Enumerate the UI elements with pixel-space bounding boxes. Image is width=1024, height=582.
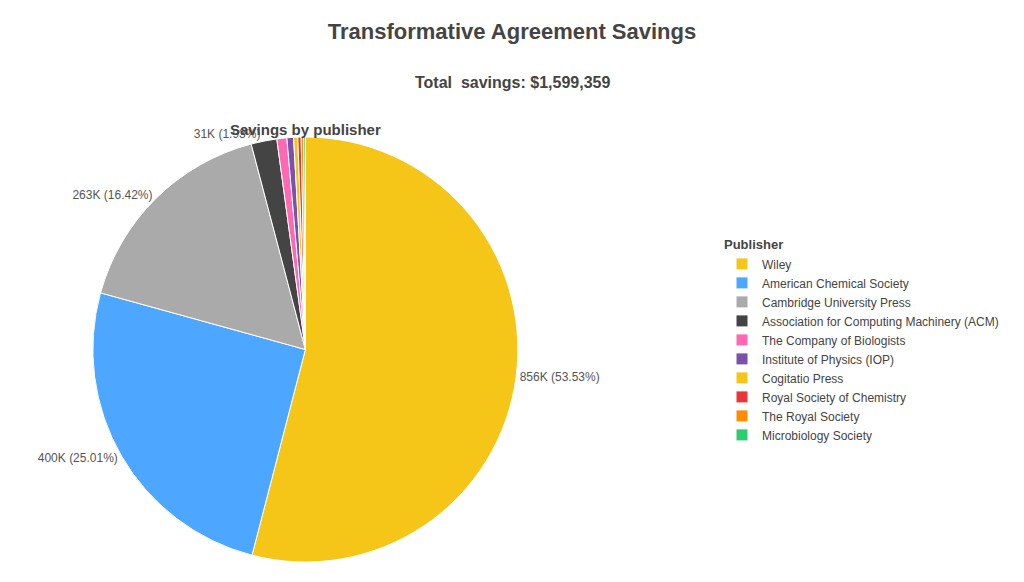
- svg-text:American Chemical Society: American Chemical Society: [762, 277, 909, 291]
- svg-text:400K (25.01%): 400K (25.01%): [38, 451, 118, 465]
- svg-text:Association for Computing Mach: Association for Computing Machinery (ACM…: [762, 315, 999, 329]
- svg-text:Cogitatio Press: Cogitatio Press: [762, 372, 843, 386]
- svg-text:The Company of Biologists: The Company of Biologists: [762, 334, 905, 348]
- svg-text:Microbiology Society: Microbiology Society: [762, 429, 872, 443]
- svg-text:Total savings: $1,599,359: Total savings: $1,599,359: [415, 74, 610, 91]
- svg-text:Transformative Agreement Savin: Transformative Agreement Savings: [328, 19, 696, 44]
- svg-text:Institute of Physics (IOP): Institute of Physics (IOP): [762, 353, 894, 367]
- svg-text:31K (1.93%): 31K (1.93%): [194, 127, 261, 141]
- svg-text:The Royal Society: The Royal Society: [762, 410, 859, 424]
- svg-text:263K (16.42%): 263K (16.42%): [72, 188, 152, 202]
- svg-text:856K (53.53%): 856K (53.53%): [520, 370, 600, 384]
- svg-text:Wiley: Wiley: [762, 258, 791, 272]
- svg-text:Publisher: Publisher: [724, 237, 783, 252]
- svg-text:Royal Society of Chemistry: Royal Society of Chemistry: [762, 391, 906, 405]
- svg-text:Cambridge University Press: Cambridge University Press: [762, 296, 911, 310]
- svg-text:Savings by publisher: Savings by publisher: [230, 121, 381, 138]
